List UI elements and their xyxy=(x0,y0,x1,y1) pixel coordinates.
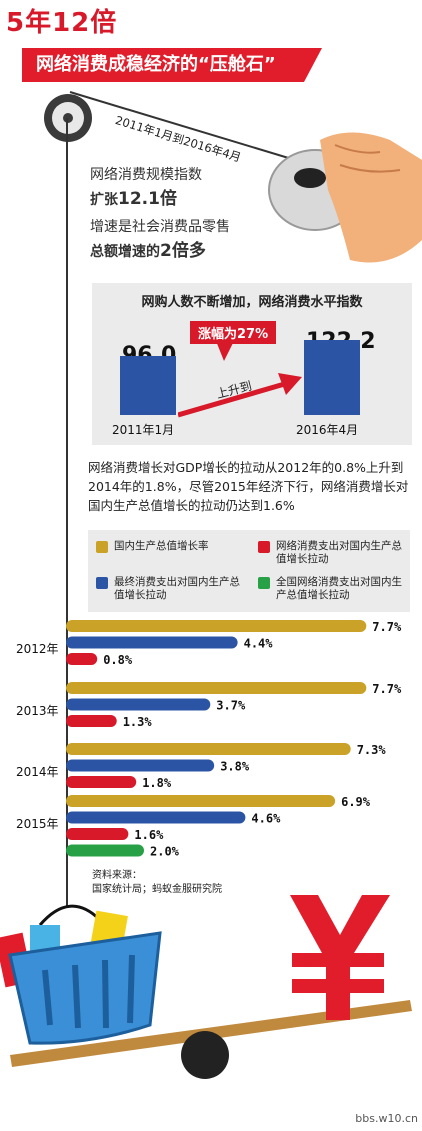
shopping-basket-icon xyxy=(0,904,162,1045)
bar-1-1 xyxy=(66,698,211,711)
legend-label-online: 网络消费支出对国内生产总值增长拉动 xyxy=(276,540,402,565)
bar-0-2 xyxy=(66,653,98,665)
rope xyxy=(66,118,68,908)
stat-line-4-value: 2倍多 xyxy=(160,241,206,261)
bar-1-2 xyxy=(66,715,117,727)
bar-value-label: 1.8% xyxy=(142,776,172,790)
bar-2-1 xyxy=(66,759,215,772)
legend-swatch-online xyxy=(258,541,270,553)
watermark: bbs.w10.cn xyxy=(355,1112,418,1125)
description-text: 网络消费增长对GDP增长的拉动从2012年的0.8%上升到2014年的1.8%，… xyxy=(88,460,409,513)
source-text: 国家统计局；蚂蚁金服研究院 xyxy=(92,884,222,895)
index-cat-2016: 2016年4月 xyxy=(296,423,359,437)
legend-label-gdp: 国内生产总值增长率 xyxy=(114,540,209,552)
seesaw-icon xyxy=(10,1000,412,1079)
bar-3-2 xyxy=(66,828,129,840)
bar-value-label: 3.7% xyxy=(216,699,246,713)
source-note: 资料来源： 国家统计局；蚂蚁金服研究院 xyxy=(92,869,222,897)
stat-line-4-prefix: 总额增速的 xyxy=(90,244,160,260)
bar-3-1 xyxy=(66,811,246,824)
stat-line-1: 网络消费规模指数 xyxy=(90,167,202,183)
bar-3-0 xyxy=(66,795,336,807)
bar-0-1 xyxy=(66,636,238,649)
year-label: 2014年 xyxy=(16,765,59,779)
top-title: 5年12倍 xyxy=(6,8,118,38)
bar-value-label: 2.0% xyxy=(150,845,180,859)
year-label: 2012年 xyxy=(16,642,59,656)
bar-value-label: 1.3% xyxy=(123,715,153,729)
stat-line-2: 扩张12.1倍 xyxy=(90,184,177,209)
legend-swatch-national xyxy=(258,577,270,589)
title-banner: 网络消费成稳经济的“压舱石” xyxy=(22,48,322,82)
legend-label-final: 最终消费支出对国内生产总值增长拉动 xyxy=(114,576,240,601)
bar-0-0 xyxy=(66,620,367,632)
stat-line-2-value: 12.1倍 xyxy=(118,189,177,209)
bar-3-3 xyxy=(66,844,144,857)
bar-value-label: 0.8% xyxy=(103,653,133,667)
year-label: 2015年 xyxy=(16,817,59,831)
arrow-icon xyxy=(178,373,302,418)
year-label: 2013年 xyxy=(16,704,59,718)
index-chart-title: 网购人数不断增加，网络消费水平指数 xyxy=(141,295,363,310)
stat-line-2-prefix: 扩张 xyxy=(90,192,118,208)
mouse-hand-icon xyxy=(268,132,422,263)
bar-value-label: 7.3% xyxy=(357,743,387,757)
pulley-icon xyxy=(44,94,92,142)
tag-pointer-icon xyxy=(216,341,234,361)
legend-swatch-gdp xyxy=(96,541,108,553)
bar-2-0 xyxy=(66,743,351,755)
basket-seesaw-scene xyxy=(0,895,412,1079)
bar-value-label: 4.4% xyxy=(244,637,274,651)
bar-value-label: 6.9% xyxy=(341,795,371,809)
bar-value-label: 4.6% xyxy=(251,812,281,826)
increase-tag: 涨幅为27% xyxy=(190,321,277,344)
bar-value-label: 1.6% xyxy=(134,828,164,842)
legend-swatch-final xyxy=(96,577,108,589)
bar-chart: 2012年 7.7% 4.4% 0.8% 2013年 7.7% 3.7% 1.3% 2014年 7… xyxy=(16,620,402,859)
bar-2-2 xyxy=(66,776,137,788)
index-cat-2011: 2011年1月 xyxy=(112,423,175,437)
index-bar-2011 xyxy=(120,356,176,415)
cable-line xyxy=(69,91,316,167)
index-bar-2016 xyxy=(304,340,360,415)
bar-1-0 xyxy=(66,682,367,694)
stat-line-3: 增速是社会消费品零售 xyxy=(90,219,230,235)
bar-value-label: 7.7% xyxy=(372,620,402,634)
stat-line-4: 总额增速的2倍多 xyxy=(90,236,206,261)
legend: 国内生产总值增长率 网络消费支出对国内生产总值增长拉动 最终消费支出对国内生产总… xyxy=(88,530,410,612)
bar-value-label: 7.7% xyxy=(372,682,402,696)
index-chart-box: 网购人数不断增加，网络消费水平指数 涨幅为27% 96.0 122.2 上升到 … xyxy=(92,283,412,445)
yuan-symbol-icon xyxy=(290,895,390,1020)
bar-value-label: 3.8% xyxy=(220,760,250,774)
source-label: 资料来源： xyxy=(92,870,142,881)
legend-label-national: 全国网络消费支出对国内生产总值增长拉动 xyxy=(276,576,402,601)
